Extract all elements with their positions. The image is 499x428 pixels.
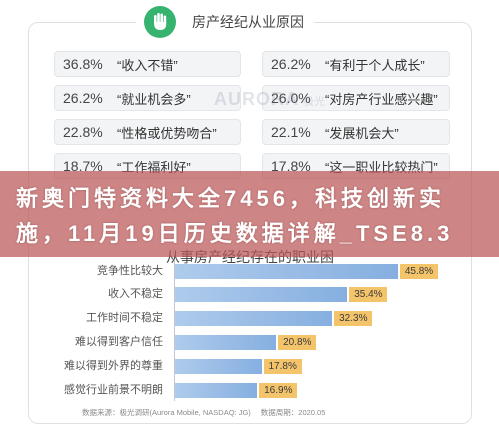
reason-label: “性格或优势吻合” [117,125,217,141]
reason-percent: 26.2% [63,90,103,106]
bar-value-label: 20.8% [278,334,317,350]
bar-axis-line [174,260,175,401]
reason-item: 26.2% “就业机会多” [54,85,241,111]
reason-percent: 22.1% [271,124,311,140]
reason-percent: 18.7% [63,158,103,174]
reason-percent: 36.8% [63,56,103,72]
reason-item: 22.1% “发展机会大” [262,119,450,145]
bar [175,334,277,350]
reason-label: “这一职业比较热门” [325,159,438,175]
reason-percent: 22.8% [63,124,103,140]
bar-category-label: 难以得到客户信任 [75,335,163,348]
bar-value-label: 17.8% [263,358,302,374]
reason-grid: 36.8% “收入不错” 26.2% “有利于个人成长” 26.2% “就业机会多” 26.… [54,51,450,179]
section-title: 房产经纪从业原因 [192,14,304,30]
reason-percent: 26.2% [271,56,311,72]
bar-category-label: 感觉行业前景不明朗 [64,383,163,396]
bar-value-label: 45.8% [400,263,439,279]
reason-label: “有利于个人成长” [325,57,425,73]
reason-percent: 17.8% [271,158,311,174]
bar-category-label: 竞争性比较大 [97,264,163,277]
bar [175,382,258,398]
reason-percent: 26.0% [271,90,311,106]
section-header: 房产经纪从业原因 [136,5,314,39]
bar-category-label: 收入不稳定 [108,288,163,301]
banner-line-1: 新奥门特资料大全7456，科技创新实 [16,186,445,211]
reason-item: 26.0% “对房产行业感兴趣” [262,85,450,111]
reason-item: 22.8% “性格或优势吻合” [54,119,241,145]
source-period: 数据周期：2020.05 [260,408,326,417]
banner-line-2: 施，11月19日历史数据详解_TSE8.3 [16,221,454,246]
source-label: 数据来源：极光调研(Aurora Mobile, NASDAQ: JG) [82,408,251,417]
bar [175,263,399,279]
bar-value-label: 35.4% [349,287,388,303]
headline-banner[interactable]: 新奥门特资料大全7456，科技创新实 施，11月19日历史数据详解_TSE8.3 [0,171,499,257]
reason-label: “发展机会大” [325,125,399,141]
hand-icon [144,6,176,38]
bar [175,287,348,303]
reason-item: 26.2% “有利于个人成长” [262,51,450,77]
data-source: 数据来源：极光调研(Aurora Mobile, NASDAQ: JG) 数据周期… [82,408,325,418]
banner-background [0,171,499,257]
bar-category-label: 工作时间不稳定 [86,312,163,325]
reason-label: “对房产行业感兴趣” [325,91,438,107]
bar-value-label: 16.9% [259,382,298,398]
reason-item: 36.8% “收入不错” [54,51,241,77]
bar [175,358,262,374]
reason-label: “就业机会多” [117,91,191,107]
bar-value-label: 32.3% [334,311,373,327]
reason-label: “工作福利好” [117,159,191,175]
bar [175,311,333,327]
reason-label: “收入不错” [117,57,178,73]
bar-category-label: 难以得到外界的尊重 [64,359,163,372]
